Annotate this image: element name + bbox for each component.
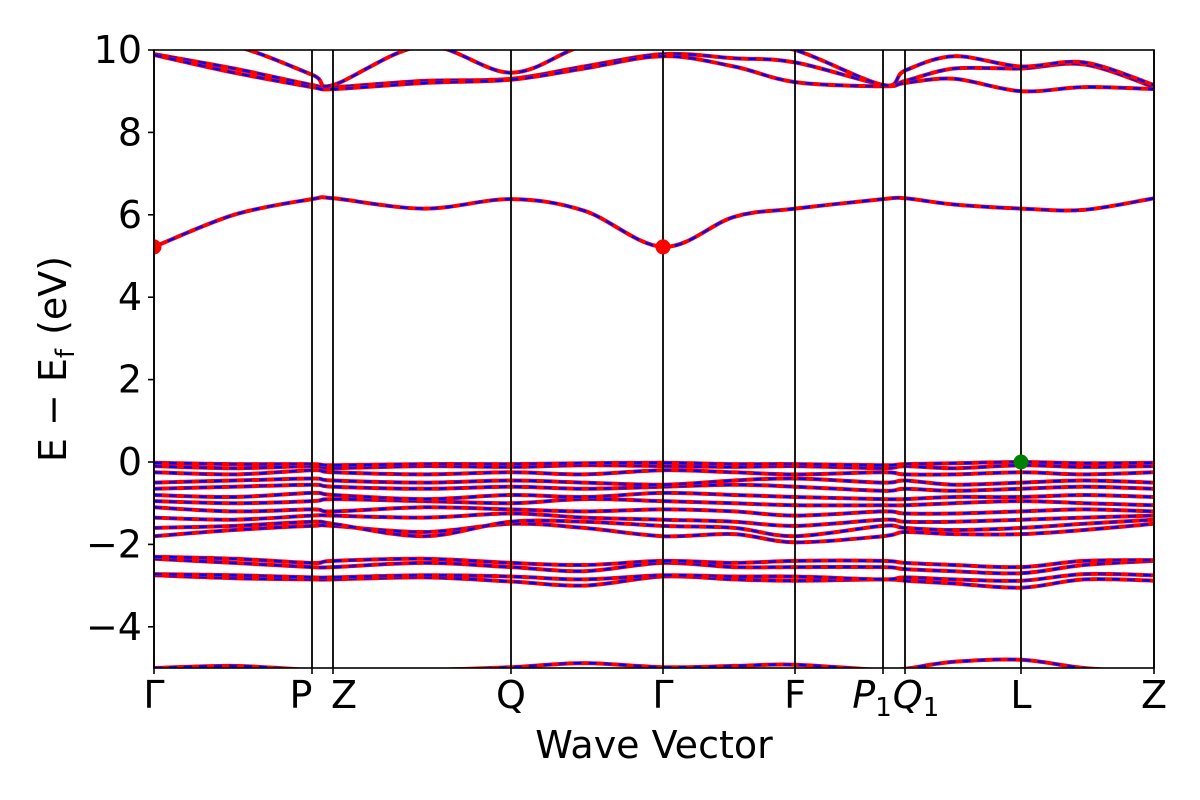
bands-layer (154, 38, 1154, 673)
x-tick-label: Γ (143, 673, 164, 717)
band-20-spin-up-line (154, 38, 1154, 87)
y-tick-label: 8 (118, 110, 142, 154)
markers-layer (147, 239, 1029, 469)
x-tick-label: F (784, 673, 806, 717)
y-axis-title: E − Ef (eV) (31, 256, 81, 462)
x-tick-label: L (1010, 673, 1031, 717)
x-tick-label: Γ (652, 673, 673, 717)
x-tick-label: Q (496, 673, 526, 717)
x-axis: Γ P Z Q Γ F P1 Q1 L Z (143, 668, 1167, 723)
y-tick-label: 6 (118, 193, 142, 237)
x-tick-label: Q1 (893, 673, 939, 723)
y-axis-title-main: E − E (31, 358, 75, 462)
band-structure-chart: −4−20246810 Γ P Z Q Γ F P1 Q1 L Z Wave Vector E −… (0, 0, 1200, 800)
x-tick-label: Z (1141, 673, 1167, 717)
band-17-spin-down-line (154, 197, 1154, 247)
y-axis-title-sub: f (51, 348, 81, 358)
x-axis-title: Wave Vector (535, 723, 773, 767)
x-tick-label: P (290, 673, 313, 717)
y-tick-label: 0 (118, 440, 142, 484)
y-tick-label: −2 (86, 522, 142, 566)
y-tick-label: −4 (86, 605, 142, 649)
y-tick-label: 10 (94, 28, 142, 72)
y-axis: −4 −2 0 2 4 6 8 10 (86, 28, 154, 649)
valence-band-maximum-marker (1014, 455, 1029, 470)
conduction-band-minimum-marker (656, 239, 671, 254)
y-tick-label: 2 (118, 358, 142, 402)
y-tick-label: 4 (118, 275, 142, 319)
band-17-spin-up-line (154, 197, 1154, 247)
x-tick-label: Z (331, 673, 357, 717)
x-tick-label: P1 (852, 673, 891, 723)
band-20-spin-down-line (154, 38, 1154, 87)
y-axis-title-unit: (eV) (31, 256, 75, 335)
